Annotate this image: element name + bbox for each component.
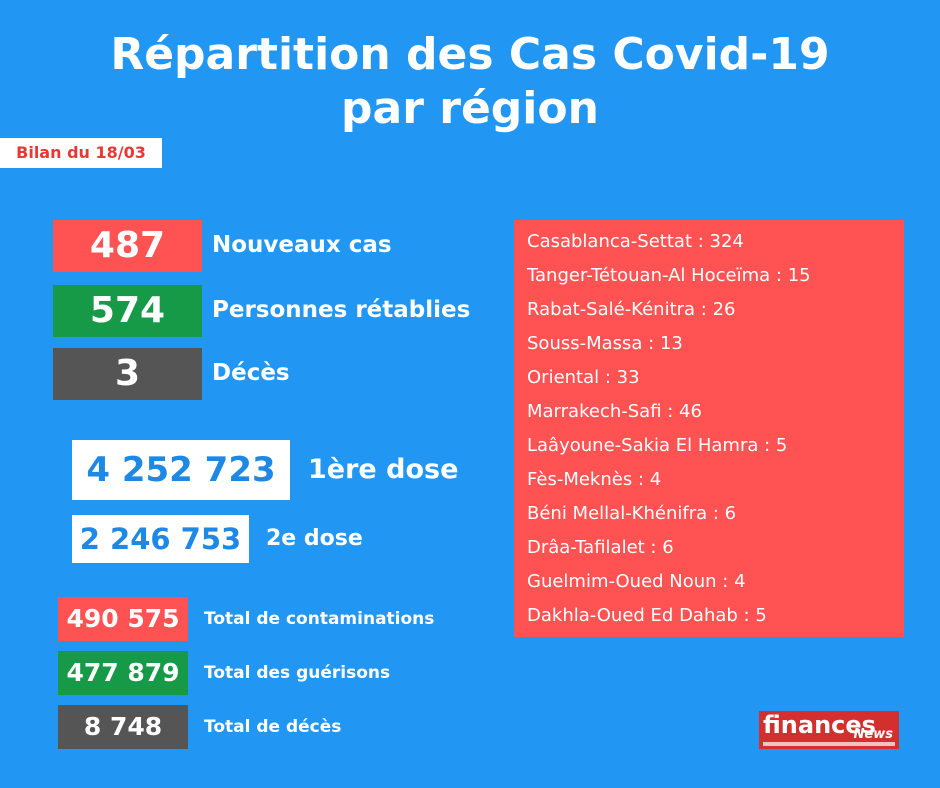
recovered-value: 574 — [89, 290, 166, 331]
region-item: Béni Mellal-Khénifra : 6 — [527, 503, 737, 524]
region-item: Souss-Massa : 13 — [527, 333, 683, 354]
region-item: Marrakech-Safi : 46 — [527, 401, 702, 422]
region-item: Oriental : 33 — [527, 367, 640, 388]
first-dose-label: 1ère dose — [308, 454, 459, 485]
total-deaths-box: 8 748 — [58, 705, 188, 749]
second-dose-label: 2e dose — [266, 526, 363, 551]
deaths-box: 3 — [53, 348, 202, 400]
new-cases-value: 487 — [89, 225, 166, 266]
logo-news: News — [853, 727, 893, 742]
bilan-date-badge: Bilan du 18/03 — [0, 138, 162, 168]
total-deaths-value: 8 748 — [83, 712, 163, 741]
total-deaths-label: Total de décès — [204, 717, 342, 737]
region-item: Rabat-Salé-Kénitra : 26 — [527, 299, 736, 320]
logo-tagline-strip — [763, 742, 895, 746]
new-cases-label: Nouveaux cas — [212, 232, 392, 258]
total-recoveries-box: 477 879 — [58, 651, 188, 695]
region-item: Drâa-Tafilalet : 6 — [527, 537, 674, 558]
first-dose-value: 4 252 723 — [86, 450, 276, 490]
recovered-box: 574 — [53, 285, 202, 337]
region-item: Laâyoune-Sakia El Hamra : 5 — [527, 435, 788, 456]
region-item: Fès-Meknès : 4 — [527, 469, 662, 490]
regions-panel: Casablanca-Settat : 324 Tanger-Tétouan-A… — [514, 220, 904, 637]
total-recoveries-label: Total des guérisons — [204, 663, 391, 683]
deaths-label: Décès — [212, 360, 290, 386]
region-item: Casablanca-Settat : 324 — [527, 231, 744, 252]
region-item: Tanger-Tétouan-Al Hoceïma : 15 — [527, 265, 811, 286]
region-item: Dakhla-Oued Ed Dahab : 5 — [527, 605, 767, 626]
deaths-value: 3 — [114, 353, 141, 394]
first-dose-box: 4 252 723 — [72, 440, 290, 500]
title-line-1: Répartition des Cas Covid-19 — [110, 29, 830, 80]
second-dose-value: 2 246 753 — [79, 522, 242, 556]
page-title: Répartition des Cas Covid-19 par région — [0, 28, 940, 136]
total-contaminations-box: 490 575 — [58, 597, 188, 641]
second-dose-box: 2 246 753 — [72, 515, 249, 563]
new-cases-box: 487 — [53, 220, 202, 272]
title-line-2: par région — [341, 83, 599, 134]
logo-word: finances — [763, 711, 876, 739]
finances-news-logo: finances News — [759, 711, 899, 749]
total-contaminations-value: 490 575 — [66, 604, 180, 633]
region-item: Guelmim-Oued Noun : 4 — [527, 571, 746, 592]
total-recoveries-value: 477 879 — [66, 658, 180, 687]
recovered-label: Personnes rétablies — [212, 297, 471, 323]
total-contaminations-label: Total de contaminations — [204, 609, 435, 629]
